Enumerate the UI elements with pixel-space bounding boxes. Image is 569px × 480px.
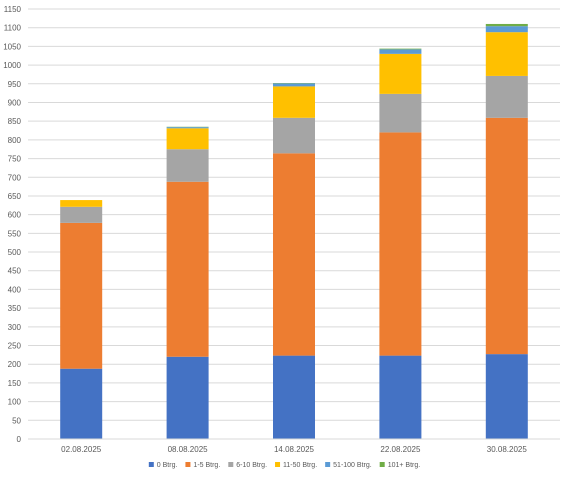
legend-label: 51-100 Btrg. — [333, 462, 372, 469]
bar-segment[interactable] — [379, 53, 422, 94]
y-tick-label: 1100 — [4, 24, 22, 33]
bar-segment[interactable] — [273, 86, 315, 118]
legend-item[interactable]: 6-10 Btrg. — [228, 462, 267, 469]
legend-label: 101+ Btrg. — [388, 462, 421, 469]
y-tick-label: 200 — [8, 360, 22, 369]
legend-item[interactable]: 51-100 Btrg. — [325, 462, 372, 469]
y-tick-label: 700 — [8, 173, 22, 182]
y-tick-label: 0 — [17, 435, 22, 444]
bar-segment[interactable] — [379, 48, 422, 50]
legend-label: 1-5 Btrg. — [193, 462, 220, 469]
bar-segment[interactable] — [60, 222, 103, 369]
y-tick-label: 150 — [8, 379, 22, 388]
bar-segment[interactable] — [485, 117, 528, 355]
bar-segment[interactable] — [60, 368, 103, 439]
y-tick-label: 100 — [8, 398, 22, 407]
bar-segment[interactable] — [166, 356, 209, 439]
y-tick-label: 350 — [8, 304, 22, 313]
legend-item[interactable]: 11-50 Btrg. — [275, 462, 317, 469]
legend-item[interactable]: 0 Btrg. — [148, 462, 178, 469]
bars — [60, 23, 528, 439]
legend-label: 6-10 Btrg. — [236, 462, 267, 469]
x-tick-label: 02.08.2025 — [61, 445, 102, 454]
bar-segment[interactable] — [166, 181, 209, 357]
x-axis-tick-labels: 02.08.2025 08.08.2025 14.08.2025 22.08.2025… — [61, 445, 527, 454]
bar-segment[interactable] — [485, 75, 528, 118]
bar-segment[interactable] — [60, 200, 103, 207]
y-tick-label: 850 — [8, 117, 22, 126]
bar-segment[interactable] — [60, 206, 103, 223]
y-axis-tick-labels: 0 50 100 150 200 250 300 350 400 450 500 550 600 650 7… — [3, 5, 21, 444]
bar-segment[interactable] — [273, 83, 315, 87]
y-tick-label: 1050 — [3, 42, 21, 51]
y-tick-label: 600 — [8, 211, 22, 220]
legend-item[interactable]: 1-5 Btrg. — [185, 462, 220, 469]
bar-segment[interactable] — [273, 355, 315, 439]
y-tick-label: 750 — [8, 155, 22, 164]
legend-swatch — [185, 462, 191, 467]
legend-swatch — [379, 462, 385, 467]
y-tick-label: 1000 — [3, 61, 21, 70]
legend-swatch — [148, 462, 154, 467]
bar-segment[interactable] — [379, 49, 422, 54]
legend-swatch — [275, 462, 281, 467]
bar-segment[interactable] — [379, 93, 422, 133]
x-tick-label: 08.08.2025 — [168, 445, 209, 454]
bar-segment[interactable] — [166, 128, 209, 150]
bar-segment[interactable] — [379, 355, 422, 439]
y-tick-label: 50 — [12, 416, 21, 425]
bar-segment[interactable] — [485, 354, 528, 439]
bar-segment[interactable] — [379, 132, 422, 356]
y-tick-label: 800 — [8, 136, 22, 145]
x-tick-label: 22.08.2025 — [380, 445, 421, 454]
y-tick-label: 250 — [8, 342, 22, 351]
legend-item[interactable]: 101+ Btrg. — [379, 462, 421, 469]
y-tick-label: 950 — [8, 80, 22, 89]
y-tick-label: 450 — [8, 267, 22, 276]
legend-swatch — [325, 462, 331, 467]
legend[interactable]: 0 Btrg. 1-5 Btrg. 6-10 Btrg. 11-50 Btrg. 51-… — [148, 462, 421, 469]
y-tick-label: 400 — [8, 285, 22, 294]
bar-segment[interactable] — [485, 26, 528, 33]
bar-segment[interactable] — [273, 117, 315, 154]
y-tick-label: 1150 — [4, 5, 22, 14]
bar-segment[interactable] — [166, 149, 209, 182]
y-tick-label: 900 — [8, 98, 22, 107]
bar-segment[interactable] — [485, 32, 528, 76]
y-tick-label: 650 — [8, 192, 22, 201]
x-tick-label: 14.08.2025 — [274, 445, 315, 454]
legend-label: 11-50 Btrg. — [283, 462, 317, 469]
y-tick-label: 500 — [8, 248, 22, 257]
y-tick-label: 550 — [8, 229, 22, 238]
bar-segment[interactable] — [166, 127, 209, 129]
legend-label: 0 Btrg. — [157, 462, 178, 469]
legend-swatch — [228, 462, 234, 467]
bar-segment[interactable] — [485, 23, 528, 27]
x-tick-label: 30.08.2025 — [487, 445, 528, 454]
y-tick-label: 300 — [8, 323, 22, 332]
bar-segment[interactable] — [273, 153, 315, 356]
